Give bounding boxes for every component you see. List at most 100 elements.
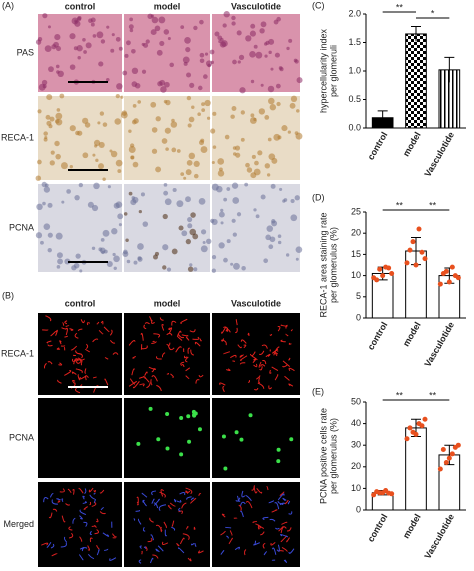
vessel (160, 526, 162, 533)
data-point (437, 466, 443, 472)
cell (128, 146, 136, 153)
cell (241, 266, 246, 271)
cell (75, 253, 81, 259)
cell (74, 194, 80, 201)
vessel (170, 373, 174, 378)
cell (162, 213, 168, 220)
cell (152, 254, 158, 260)
vessel (45, 315, 52, 322)
panel-label: (B) (2, 290, 14, 300)
vessel (239, 362, 246, 365)
row-label: RECA-1 (1, 348, 34, 358)
vessel (161, 323, 165, 331)
vessel (142, 499, 147, 507)
cell (78, 182, 84, 188)
vessel (164, 529, 168, 537)
vessel (96, 549, 100, 556)
cell (226, 187, 231, 191)
vessel (43, 497, 49, 503)
cell (251, 154, 256, 159)
vessel (271, 509, 278, 513)
cell (216, 185, 223, 193)
cell (245, 35, 252, 42)
cell (122, 70, 128, 76)
data-point (452, 273, 458, 279)
vessel (57, 500, 61, 503)
vessel (145, 546, 148, 552)
vessel (95, 518, 99, 523)
vessel (239, 354, 244, 358)
vessel (226, 535, 229, 539)
cell (101, 250, 105, 255)
data-point (440, 447, 446, 453)
cell (204, 99, 211, 107)
vessel (112, 533, 117, 538)
cell (44, 183, 49, 188)
vessel (109, 340, 116, 344)
cell (102, 229, 110, 237)
micrograph (124, 14, 210, 92)
data-point (416, 226, 422, 232)
cell (43, 223, 51, 230)
cell (56, 265, 61, 269)
vessel (262, 516, 269, 521)
cell (171, 118, 175, 123)
vessel (240, 501, 246, 507)
y-tick-label: 15 (351, 249, 361, 259)
cell (212, 111, 217, 116)
vessel (99, 489, 105, 494)
cell (76, 16, 82, 22)
vessel (151, 498, 155, 504)
cell (186, 72, 192, 78)
vessel (93, 492, 96, 495)
cell (293, 58, 298, 63)
x-tick-label: model (401, 130, 423, 158)
vessel (94, 529, 100, 535)
cell (186, 159, 193, 166)
cell (271, 219, 276, 224)
cell (212, 145, 217, 149)
cell (133, 260, 138, 265)
cell (57, 70, 64, 78)
data-point (404, 436, 410, 442)
cell (236, 212, 242, 217)
significance-label: ** (429, 390, 437, 400)
vessel (100, 507, 105, 511)
y-tick-label: 20 (351, 228, 361, 238)
nucleus (234, 430, 239, 435)
cell (165, 147, 169, 151)
cell (154, 25, 161, 32)
vessel (57, 379, 62, 384)
vessel (269, 333, 273, 336)
cell (269, 104, 277, 111)
vessel (253, 363, 258, 368)
vessel (262, 542, 266, 549)
vessel (67, 488, 72, 493)
cell (240, 110, 245, 115)
vessel (167, 344, 175, 351)
vessel (274, 502, 280, 510)
vessel (136, 496, 139, 504)
vessel (167, 327, 171, 331)
cell (266, 225, 274, 232)
fluorescence (212, 313, 300, 395)
cell (125, 238, 129, 242)
vessel (247, 332, 250, 337)
vessel (74, 332, 79, 339)
cell (42, 201, 46, 206)
cell (126, 259, 131, 264)
vessel (258, 377, 261, 384)
error-bar (411, 26, 421, 42)
vessel (156, 356, 162, 360)
vessel (156, 384, 162, 392)
cell (268, 38, 275, 45)
cell (285, 253, 290, 257)
cell (113, 255, 120, 263)
cell (164, 81, 170, 88)
vessel (290, 328, 293, 332)
vessel (221, 326, 227, 334)
cell (236, 30, 242, 36)
vessel (187, 347, 191, 354)
y-tick-label: 40 (351, 418, 361, 428)
cell (279, 187, 283, 191)
